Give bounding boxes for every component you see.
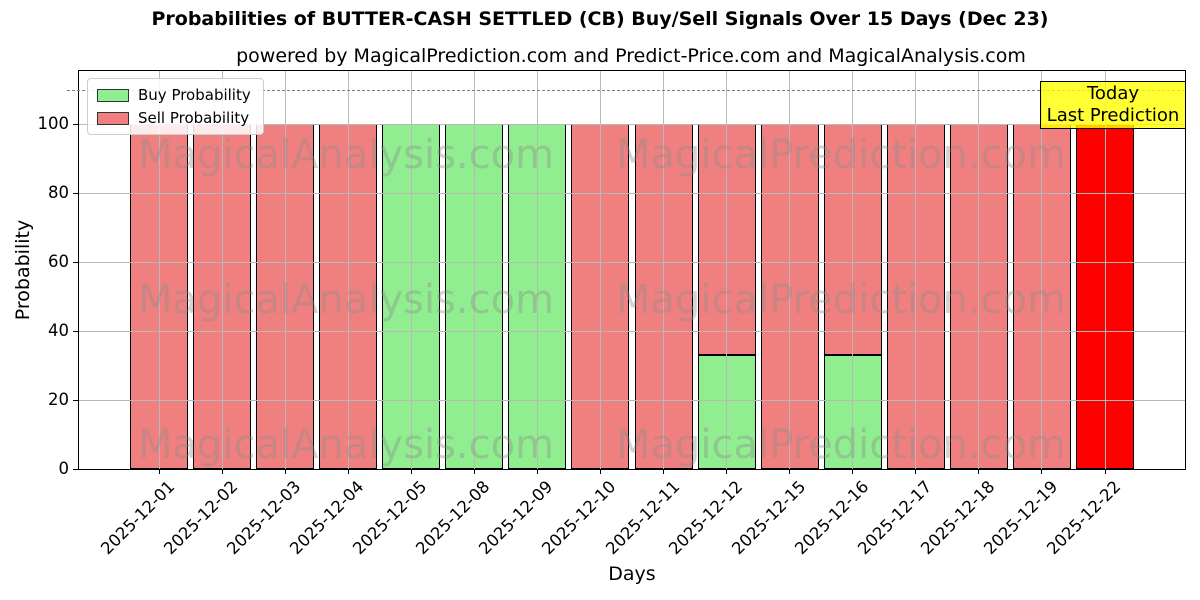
watermark-prediction: MagicalPrediction.com: [616, 277, 1066, 324]
watermark-analysis: MagicalAnalysis.com: [137, 422, 555, 469]
chart-title: Probabilities of BUTTER-CASH SETTLED (CB…: [151, 8, 1049, 30]
vertical-gridline: [221, 71, 223, 469]
x-tick-mark: [1104, 469, 1106, 474]
vertical-gridline: [852, 71, 854, 469]
legend-item-buy: Buy Probability: [97, 86, 251, 104]
y-tick-label: 40: [48, 321, 69, 341]
vertical-gridline: [347, 71, 349, 469]
x-tick-mark: [221, 469, 223, 474]
y-tick-mark: [73, 330, 78, 332]
y-axis-title: Probability: [12, 219, 34, 321]
threshold-dashed-line: [67, 89, 1185, 91]
vertical-gridline: [1104, 71, 1106, 469]
x-tick-mark: [284, 469, 286, 474]
vertical-gridline: [789, 71, 791, 469]
vertical-gridline: [978, 71, 980, 469]
y-tick-label: 0: [58, 459, 70, 478]
x-tick-mark: [852, 469, 854, 474]
vertical-gridline: [663, 71, 665, 469]
vertical-gridline: [410, 71, 412, 469]
plot-area: Days Probability Today Last Prediction B…: [12, 70, 1186, 585]
x-tick-mark: [599, 469, 601, 474]
horizontal-gridline: [79, 330, 1185, 332]
buy-color-swatch: [97, 88, 129, 102]
y-tick-mark: [73, 261, 78, 263]
x-tick-mark: [915, 469, 917, 474]
legend-item-sell: Sell Probability: [97, 109, 251, 127]
y-tick-mark: [73, 123, 78, 125]
horizontal-gridline: [79, 123, 1185, 125]
watermark-analysis: MagicalAnalysis.com: [137, 277, 555, 324]
x-tick-mark: [978, 469, 980, 474]
today-annotation-line2: Last Prediction: [1046, 105, 1180, 126]
vertical-gridline: [726, 71, 728, 469]
vertical-gridline: [599, 71, 601, 469]
vertical-gridline: [473, 71, 475, 469]
vertical-gridline: [915, 71, 917, 469]
x-tick-mark: [473, 469, 475, 474]
y-tick-label: 100: [37, 114, 70, 134]
grid-layer: [79, 71, 1185, 469]
watermark-prediction: MagicalPrediction.com: [616, 131, 1066, 178]
horizontal-gridline: [79, 399, 1185, 401]
legend: Buy Probability Sell Probability: [87, 78, 264, 135]
y-tick-mark: [73, 192, 78, 194]
legend-buy-label: Buy Probability: [138, 86, 251, 104]
chart-subtitle: powered by MagicalPrediction.com and Pre…: [236, 45, 1026, 67]
y-tick-mark: [73, 399, 78, 401]
watermark-prediction: MagicalPrediction.com: [616, 422, 1066, 469]
x-tick-mark: [158, 469, 160, 474]
x-tick-mark: [410, 469, 412, 474]
horizontal-gridline: [79, 261, 1185, 263]
vertical-gridline: [536, 71, 538, 469]
vertical-gridline: [158, 71, 160, 469]
y-tick-label: 20: [48, 390, 69, 410]
horizontal-gridline: [79, 192, 1185, 194]
today-annotation-line1: Today: [1086, 82, 1140, 104]
y-tick-label: 80: [48, 183, 69, 203]
x-tick-mark: [1041, 469, 1043, 474]
watermark-analysis: MagicalAnalysis.com: [137, 131, 555, 178]
x-tick-mark: [789, 469, 791, 474]
x-tick-mark: [347, 469, 349, 474]
vertical-gridline: [1041, 71, 1043, 469]
legend-sell-label: Sell Probability: [138, 109, 250, 127]
watermark-layer: MagicalAnalysis.com MagicalPrediction.com…: [79, 71, 1185, 469]
y-tick-label: 60: [48, 252, 69, 272]
x-axis-title: Days: [608, 563, 656, 585]
x-tick-mark: [726, 469, 728, 474]
today-annotation: Today Last Prediction: [1040, 81, 1186, 129]
sell-color-swatch: [97, 111, 129, 125]
x-tick-mark: [663, 469, 665, 474]
y-tick-mark: [73, 468, 78, 470]
x-tick-mark: [536, 469, 538, 474]
vertical-gridline: [284, 71, 286, 469]
